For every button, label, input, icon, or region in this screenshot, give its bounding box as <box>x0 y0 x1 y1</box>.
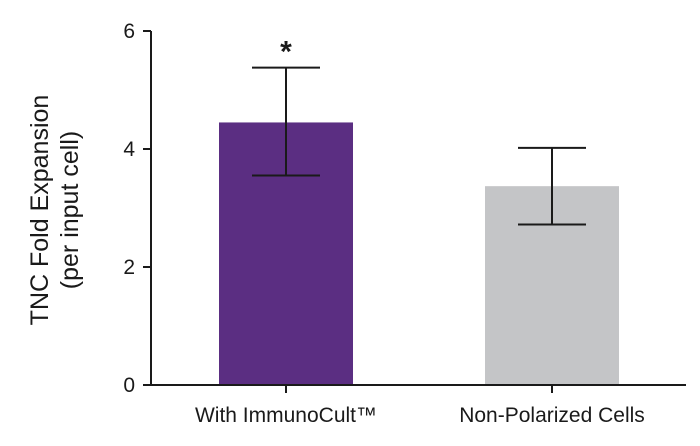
plot-area: * 0 2 4 6 With ImmunoCult™ Non-Polarized Cells <box>123 20 686 427</box>
y-tick-label-2: 2 <box>123 256 135 279</box>
y-axis-title: TNC Fold Expansion (per input cell) <box>26 95 84 326</box>
y-tick-label-4: 4 <box>123 138 135 161</box>
x-tick-label-1: With ImmunoCult™ <box>195 404 377 427</box>
y-tick-label-0: 0 <box>123 374 135 397</box>
y-tick-label-6: 6 <box>123 20 135 43</box>
significance-marker-1: * <box>280 36 292 69</box>
y-axis-title-line-2: (per input cell) <box>56 131 84 289</box>
y-axis-title-line-1: TNC Fold Expansion <box>26 95 54 326</box>
x-tick-label-2: Non-Polarized Cells <box>459 404 645 427</box>
